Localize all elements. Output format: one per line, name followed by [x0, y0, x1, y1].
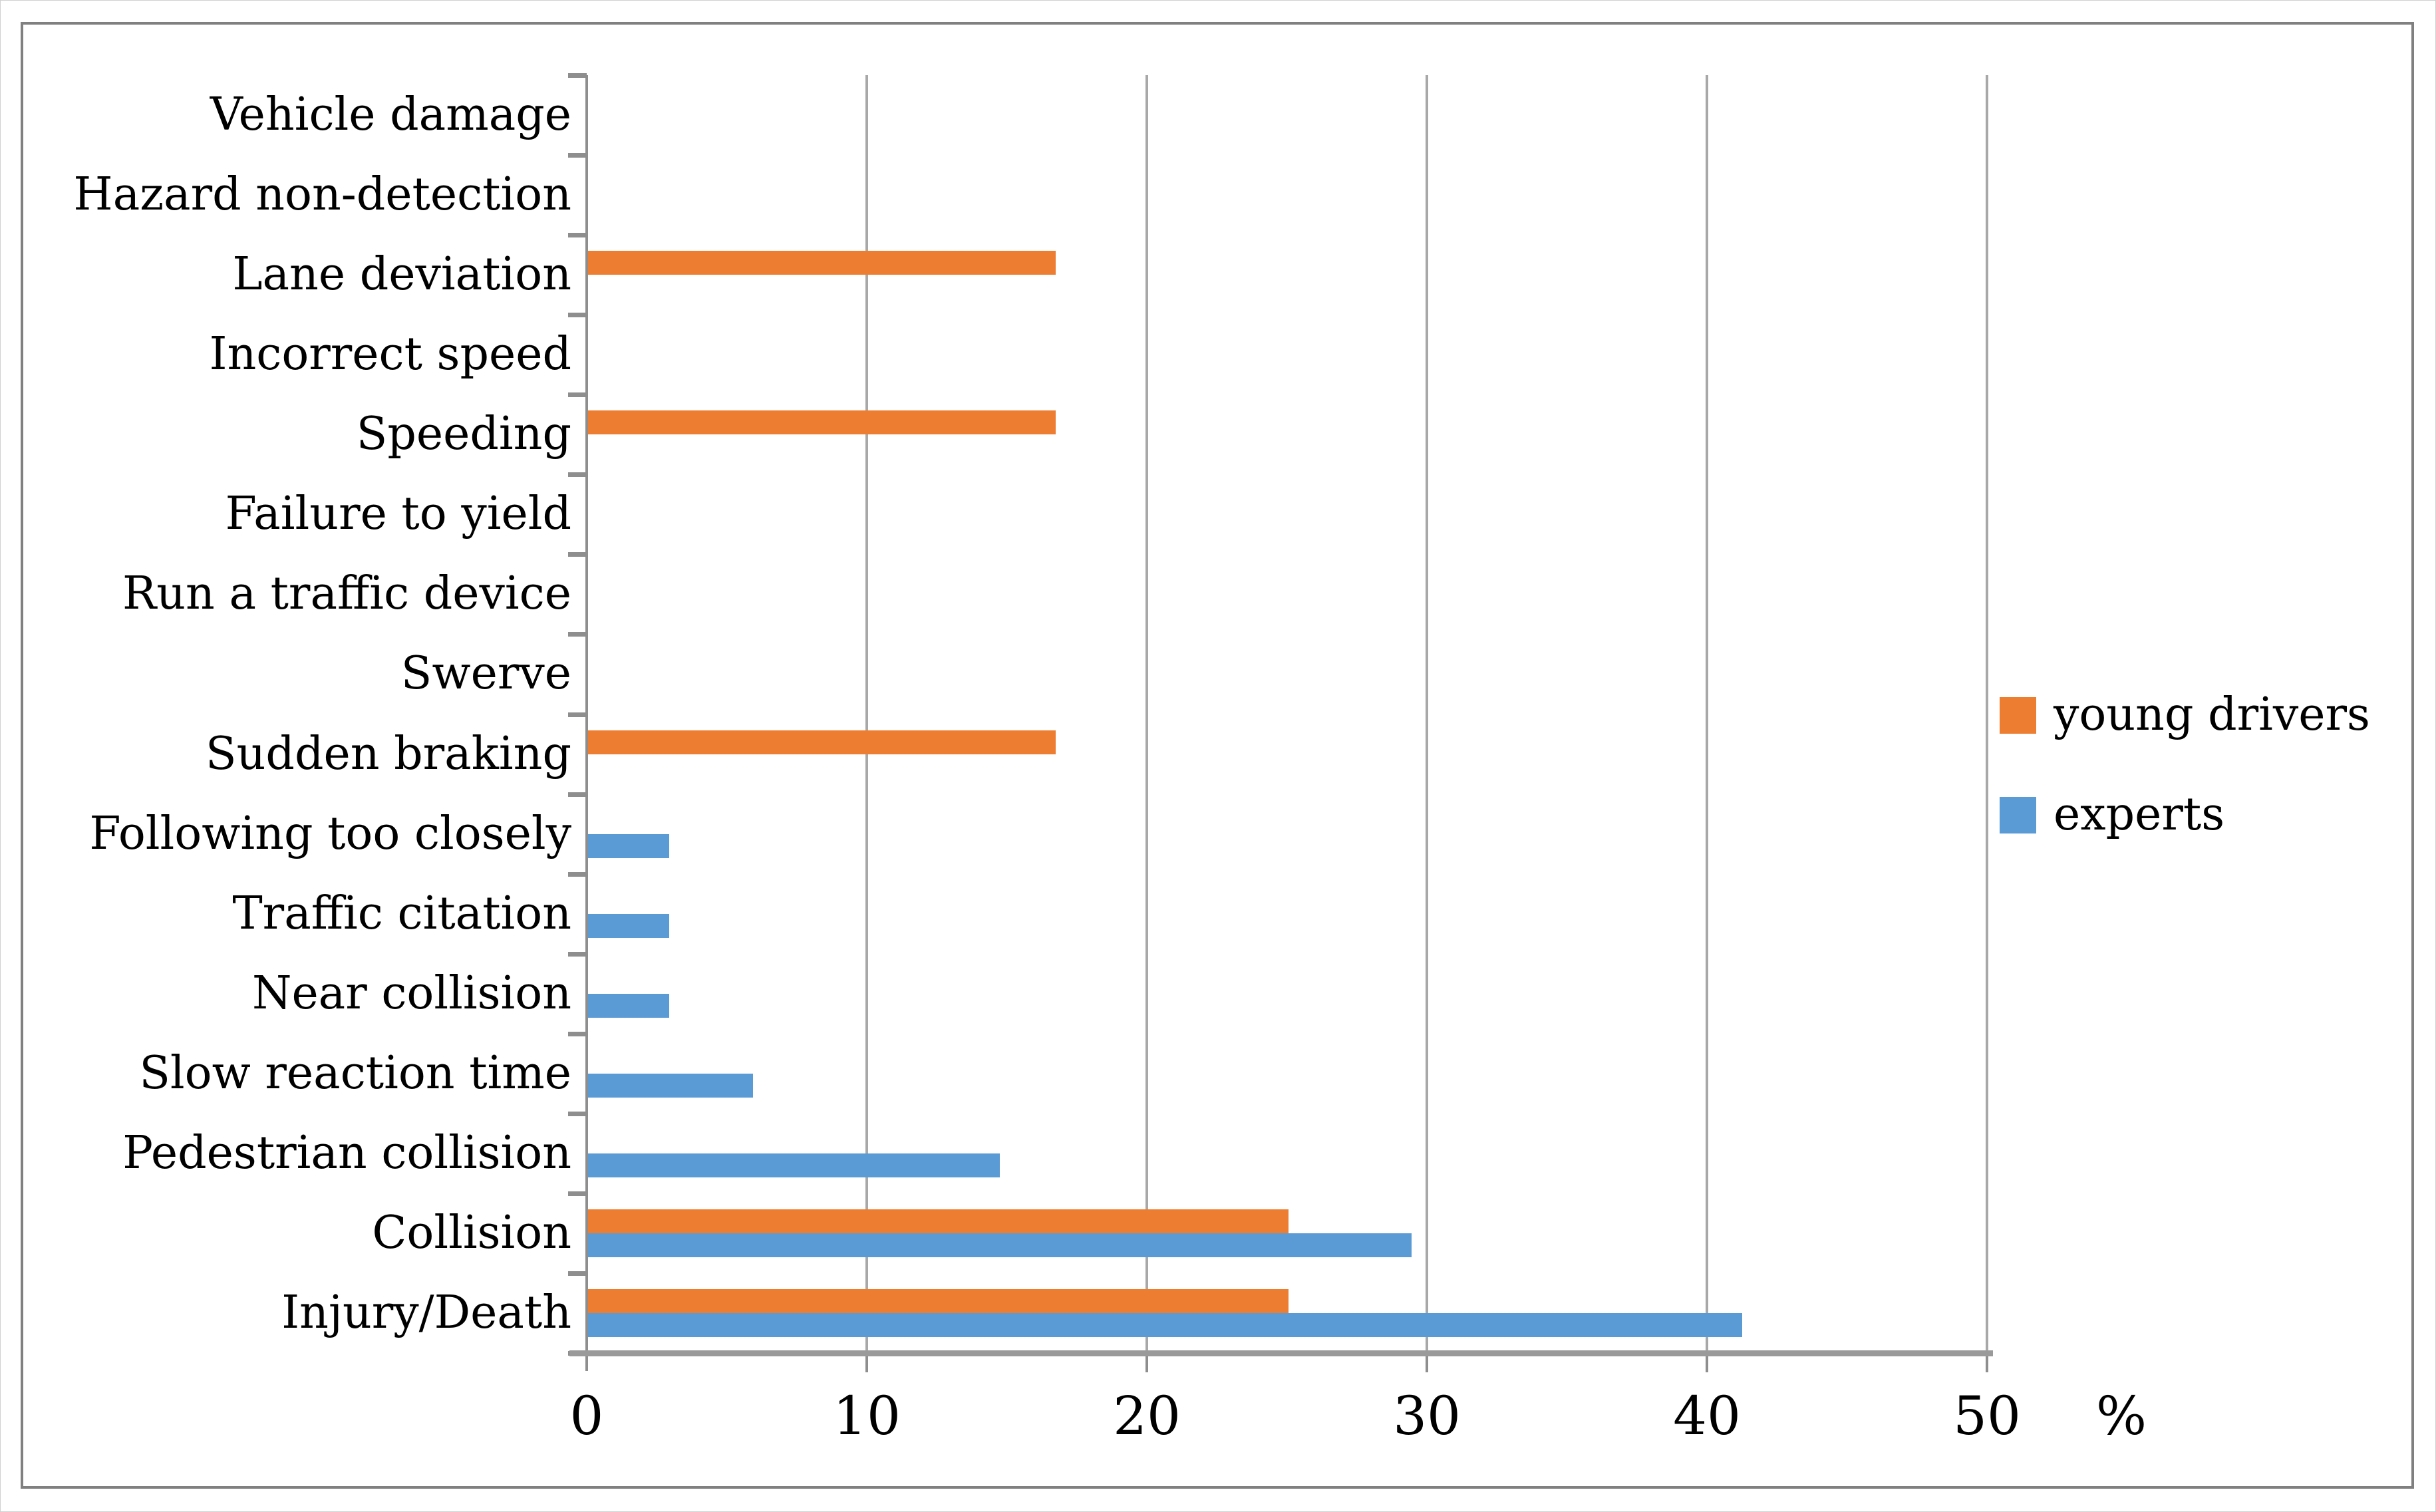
x-tick-label: 0 [569, 1385, 604, 1447]
bar-young-drivers [588, 730, 1056, 754]
gridline [1145, 75, 1148, 1353]
bar-experts [588, 913, 670, 938]
y-axis-tick-mark [568, 792, 587, 797]
y-axis-tick-mark [568, 1271, 587, 1276]
legend-item-experts: experts [2000, 792, 2370, 837]
y-axis-tick-mark [568, 951, 587, 957]
category-label: Pedestrian collision [122, 1126, 571, 1179]
y-axis-tick-mark [568, 552, 587, 557]
x-tick-label: 40 [1673, 1385, 1741, 1447]
category-label: Lane deviation [232, 248, 571, 301]
y-axis-tick-mark [568, 153, 587, 158]
x-axis-tick-labels: 0 10 20 30 40 50 [570, 1376, 2021, 1456]
x-tick-label: 20 [1113, 1385, 1181, 1447]
plot-area [568, 73, 1988, 1372]
category-label: Swerve [400, 647, 571, 700]
x-axis-baseline [569, 1350, 1993, 1356]
bar-experts [588, 1073, 754, 1098]
y-axis-tick-mark [568, 1111, 587, 1116]
category-label: Following too closely [89, 807, 571, 860]
category-label: Hazard non-detection [73, 168, 571, 222]
gridline [1426, 75, 1428, 1353]
y-axis-tick-mark [568, 313, 587, 318]
y-axis-tick-mark [568, 392, 587, 398]
legend-swatch-experts-icon [2000, 796, 2036, 833]
x-tick-label: 50 [1953, 1385, 2021, 1447]
category-label: Failure to yield [225, 488, 571, 541]
bar-experts [588, 993, 670, 1018]
gridline [865, 75, 868, 1353]
category-label: Slow reaction time [139, 1046, 571, 1100]
bar-experts [588, 1312, 1742, 1337]
bar-young-drivers [588, 410, 1056, 435]
x-axis-tick-mark [1706, 1353, 1708, 1372]
x-axis-tick-mark [865, 1353, 868, 1372]
legend-item-young-drivers: young drivers [2000, 692, 2370, 738]
legend-label-young-drivers: young drivers [2054, 688, 2370, 741]
y-axis-tick-mark [568, 1031, 587, 1036]
category-label: Injury/Death [281, 1286, 571, 1339]
y-axis-tick-mark [568, 871, 587, 877]
category-label: Near collision [251, 967, 571, 1020]
x-tick-label: 10 [833, 1385, 901, 1447]
y-axis-tick-mark [568, 712, 587, 717]
y-axis-tick-mark [568, 233, 587, 238]
y-axis-line [585, 75, 588, 1371]
bar-young-drivers [588, 1288, 1289, 1313]
category-label: Sudden braking [206, 727, 571, 780]
category-label: Collision [372, 1206, 571, 1259]
bar-young-drivers [588, 1209, 1289, 1233]
x-axis-unit-label: % [2096, 1385, 2147, 1447]
x-tick-label: 30 [1393, 1385, 1461, 1447]
bar-experts [588, 1153, 1000, 1177]
legend: young drivers experts [2000, 692, 2370, 837]
legend-label-experts: experts [2054, 788, 2225, 841]
category-label: Vehicle damage [210, 88, 571, 142]
category-label: Traffic citation [232, 887, 571, 940]
x-axis-tick-mark [1426, 1353, 1428, 1372]
bar-experts [588, 1233, 1412, 1257]
y-axis-tick-mark [568, 472, 587, 478]
category-label: Incorrect speed [209, 328, 571, 381]
bar-experts [588, 833, 670, 858]
gridline [1986, 75, 1988, 1353]
category-label: Speeding [356, 408, 571, 461]
legend-swatch-young-drivers-icon [2000, 696, 2036, 734]
x-axis-tick-mark [1986, 1353, 1988, 1372]
y-axis-tick-mark [568, 632, 587, 637]
gridline [1706, 75, 1708, 1353]
category-label: Run a traffic device [122, 567, 571, 621]
bar-young-drivers [588, 251, 1056, 275]
y-axis-tick-mark [568, 1191, 587, 1196]
y-axis-tick-mark [568, 73, 587, 78]
x-axis-tick-mark [1145, 1353, 1148, 1372]
category-axis-labels: Vehicle damage Hazard non-detection Lane d… [27, 75, 571, 1353]
